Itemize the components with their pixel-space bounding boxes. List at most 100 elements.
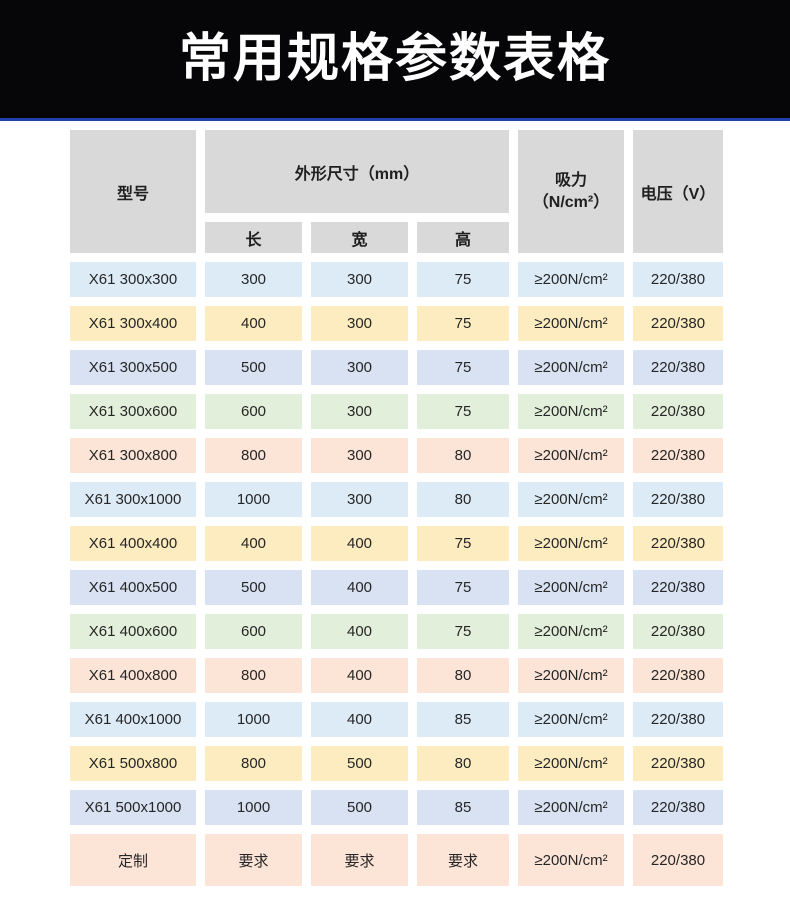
cell-model: X61 300x500	[70, 350, 196, 385]
cell-height: 80	[417, 482, 509, 517]
cell-voltage: 220/380	[633, 306, 723, 341]
cell-suction: ≥200N/cm²	[518, 306, 624, 341]
cell-model: X61 300x600	[70, 394, 196, 429]
cell-length: 400	[205, 526, 302, 561]
cell-suction: ≥200N/cm²	[518, 350, 624, 385]
cell-suction: ≥200N/cm²	[518, 658, 624, 693]
cell-height: 要求	[417, 834, 509, 886]
cell-voltage: 220/380	[633, 614, 723, 649]
cell-model: X61 300x1000	[70, 482, 196, 517]
cell-height: 80	[417, 658, 509, 693]
cell-suction: ≥200N/cm²	[518, 262, 624, 297]
cell-length: 600	[205, 394, 302, 429]
header-height: 高	[417, 222, 509, 253]
cell-width: 500	[311, 790, 408, 825]
cell-suction: ≥200N/cm²	[518, 702, 624, 737]
cell-voltage: 220/380	[633, 262, 723, 297]
table-row: X61 500x800 800 500 80 ≥200N/cm² 220/380	[70, 746, 723, 781]
cell-model: X61 500x800	[70, 746, 196, 781]
cell-suction: ≥200N/cm²	[518, 746, 624, 781]
cell-width: 500	[311, 746, 408, 781]
cell-voltage: 220/380	[633, 394, 723, 429]
table-row: X61 300x1000 1000 300 80 ≥200N/cm² 220/380	[70, 482, 723, 517]
cell-width: 400	[311, 570, 408, 605]
cell-width: 300	[311, 262, 408, 297]
header-width: 宽	[311, 222, 408, 253]
cell-width: 400	[311, 526, 408, 561]
cell-model: X61 300x400	[70, 306, 196, 341]
cell-length: 1000	[205, 702, 302, 737]
cell-height: 75	[417, 614, 509, 649]
cell-height: 85	[417, 790, 509, 825]
cell-length: 1000	[205, 482, 302, 517]
cell-height: 75	[417, 350, 509, 385]
cell-voltage: 220/380	[633, 350, 723, 385]
cell-length: 400	[205, 306, 302, 341]
table-row: X61 300x600 600 300 75 ≥200N/cm² 220/380	[70, 394, 723, 429]
cell-suction: ≥200N/cm²	[518, 570, 624, 605]
cell-length: 800	[205, 658, 302, 693]
header-suction: 吸力 （N/cm²）	[518, 130, 624, 253]
cell-length: 600	[205, 614, 302, 649]
table-body: X61 300x300 300 300 75 ≥200N/cm² 220/380 X61 3…	[70, 262, 723, 886]
cell-suction: ≥200N/cm²	[518, 614, 624, 649]
cell-voltage: 220/380	[633, 790, 723, 825]
cell-width: 300	[311, 306, 408, 341]
cell-length: 要求	[205, 834, 302, 886]
cell-model: X61 400x500	[70, 570, 196, 605]
cell-suction: ≥200N/cm²	[518, 834, 624, 886]
cell-suction: ≥200N/cm²	[518, 482, 624, 517]
header-length: 长	[205, 222, 302, 253]
header-voltage: 电压（V）	[633, 130, 723, 253]
table-row: X61 400x800 800 400 80 ≥200N/cm² 220/380	[70, 658, 723, 693]
cell-width: 300	[311, 394, 408, 429]
cell-height: 75	[417, 306, 509, 341]
spec-table: 型号 外形尺寸（mm） 吸力 （N/cm²） 电压（V） 长 宽 高 X61 3…	[61, 121, 732, 895]
cell-length: 500	[205, 570, 302, 605]
table-row: X61 500x1000 1000 500 85 ≥200N/cm² 220/380	[70, 790, 723, 825]
cell-height: 85	[417, 702, 509, 737]
cell-width: 400	[311, 702, 408, 737]
table-header: 型号 外形尺寸（mm） 吸力 （N/cm²） 电压（V） 长 宽 高	[70, 130, 723, 253]
cell-model: X61 300x300	[70, 262, 196, 297]
cell-suction: ≥200N/cm²	[518, 526, 624, 561]
header-suction-line1: 吸力	[554, 171, 587, 189]
header-dimensions: 外形尺寸（mm）	[205, 130, 509, 213]
cell-voltage: 220/380	[633, 658, 723, 693]
cell-width: 400	[311, 614, 408, 649]
cell-model: X61 500x1000	[70, 790, 196, 825]
cell-length: 300	[205, 262, 302, 297]
cell-model: X61 400x800	[70, 658, 196, 693]
cell-width: 300	[311, 350, 408, 385]
cell-width: 300	[311, 438, 408, 473]
cell-model: X61 400x600	[70, 614, 196, 649]
cell-length: 1000	[205, 790, 302, 825]
cell-length: 500	[205, 350, 302, 385]
table-row: X61 400x600 600 400 75 ≥200N/cm² 220/380	[70, 614, 723, 649]
cell-voltage: 220/380	[633, 702, 723, 737]
cell-length: 800	[205, 438, 302, 473]
cell-voltage: 220/380	[633, 834, 723, 886]
cell-model: X61 400x400	[70, 526, 196, 561]
cell-suction: ≥200N/cm²	[518, 790, 624, 825]
cell-length: 800	[205, 746, 302, 781]
cell-height: 75	[417, 526, 509, 561]
cell-voltage: 220/380	[633, 438, 723, 473]
header-model: 型号	[70, 130, 196, 253]
cell-voltage: 220/380	[633, 746, 723, 781]
table-row: X61 400x500 500 400 75 ≥200N/cm² 220/380	[70, 570, 723, 605]
cell-suction: ≥200N/cm²	[518, 438, 624, 473]
cell-width: 300	[311, 482, 408, 517]
cell-height: 80	[417, 746, 509, 781]
table-row: 定制 要求 要求 要求 ≥200N/cm² 220/380	[70, 834, 723, 886]
table-row: X61 300x400 400 300 75 ≥200N/cm² 220/380	[70, 306, 723, 341]
cell-model: 定制	[70, 834, 196, 886]
table-row: X61 400x400 400 400 75 ≥200N/cm² 220/380	[70, 526, 723, 561]
cell-width: 400	[311, 658, 408, 693]
cell-height: 75	[417, 394, 509, 429]
cell-height: 80	[417, 438, 509, 473]
title-banner: 常用规格参数表格	[0, 0, 790, 121]
cell-voltage: 220/380	[633, 482, 723, 517]
cell-suction: ≥200N/cm²	[518, 394, 624, 429]
cell-model: X61 300x800	[70, 438, 196, 473]
